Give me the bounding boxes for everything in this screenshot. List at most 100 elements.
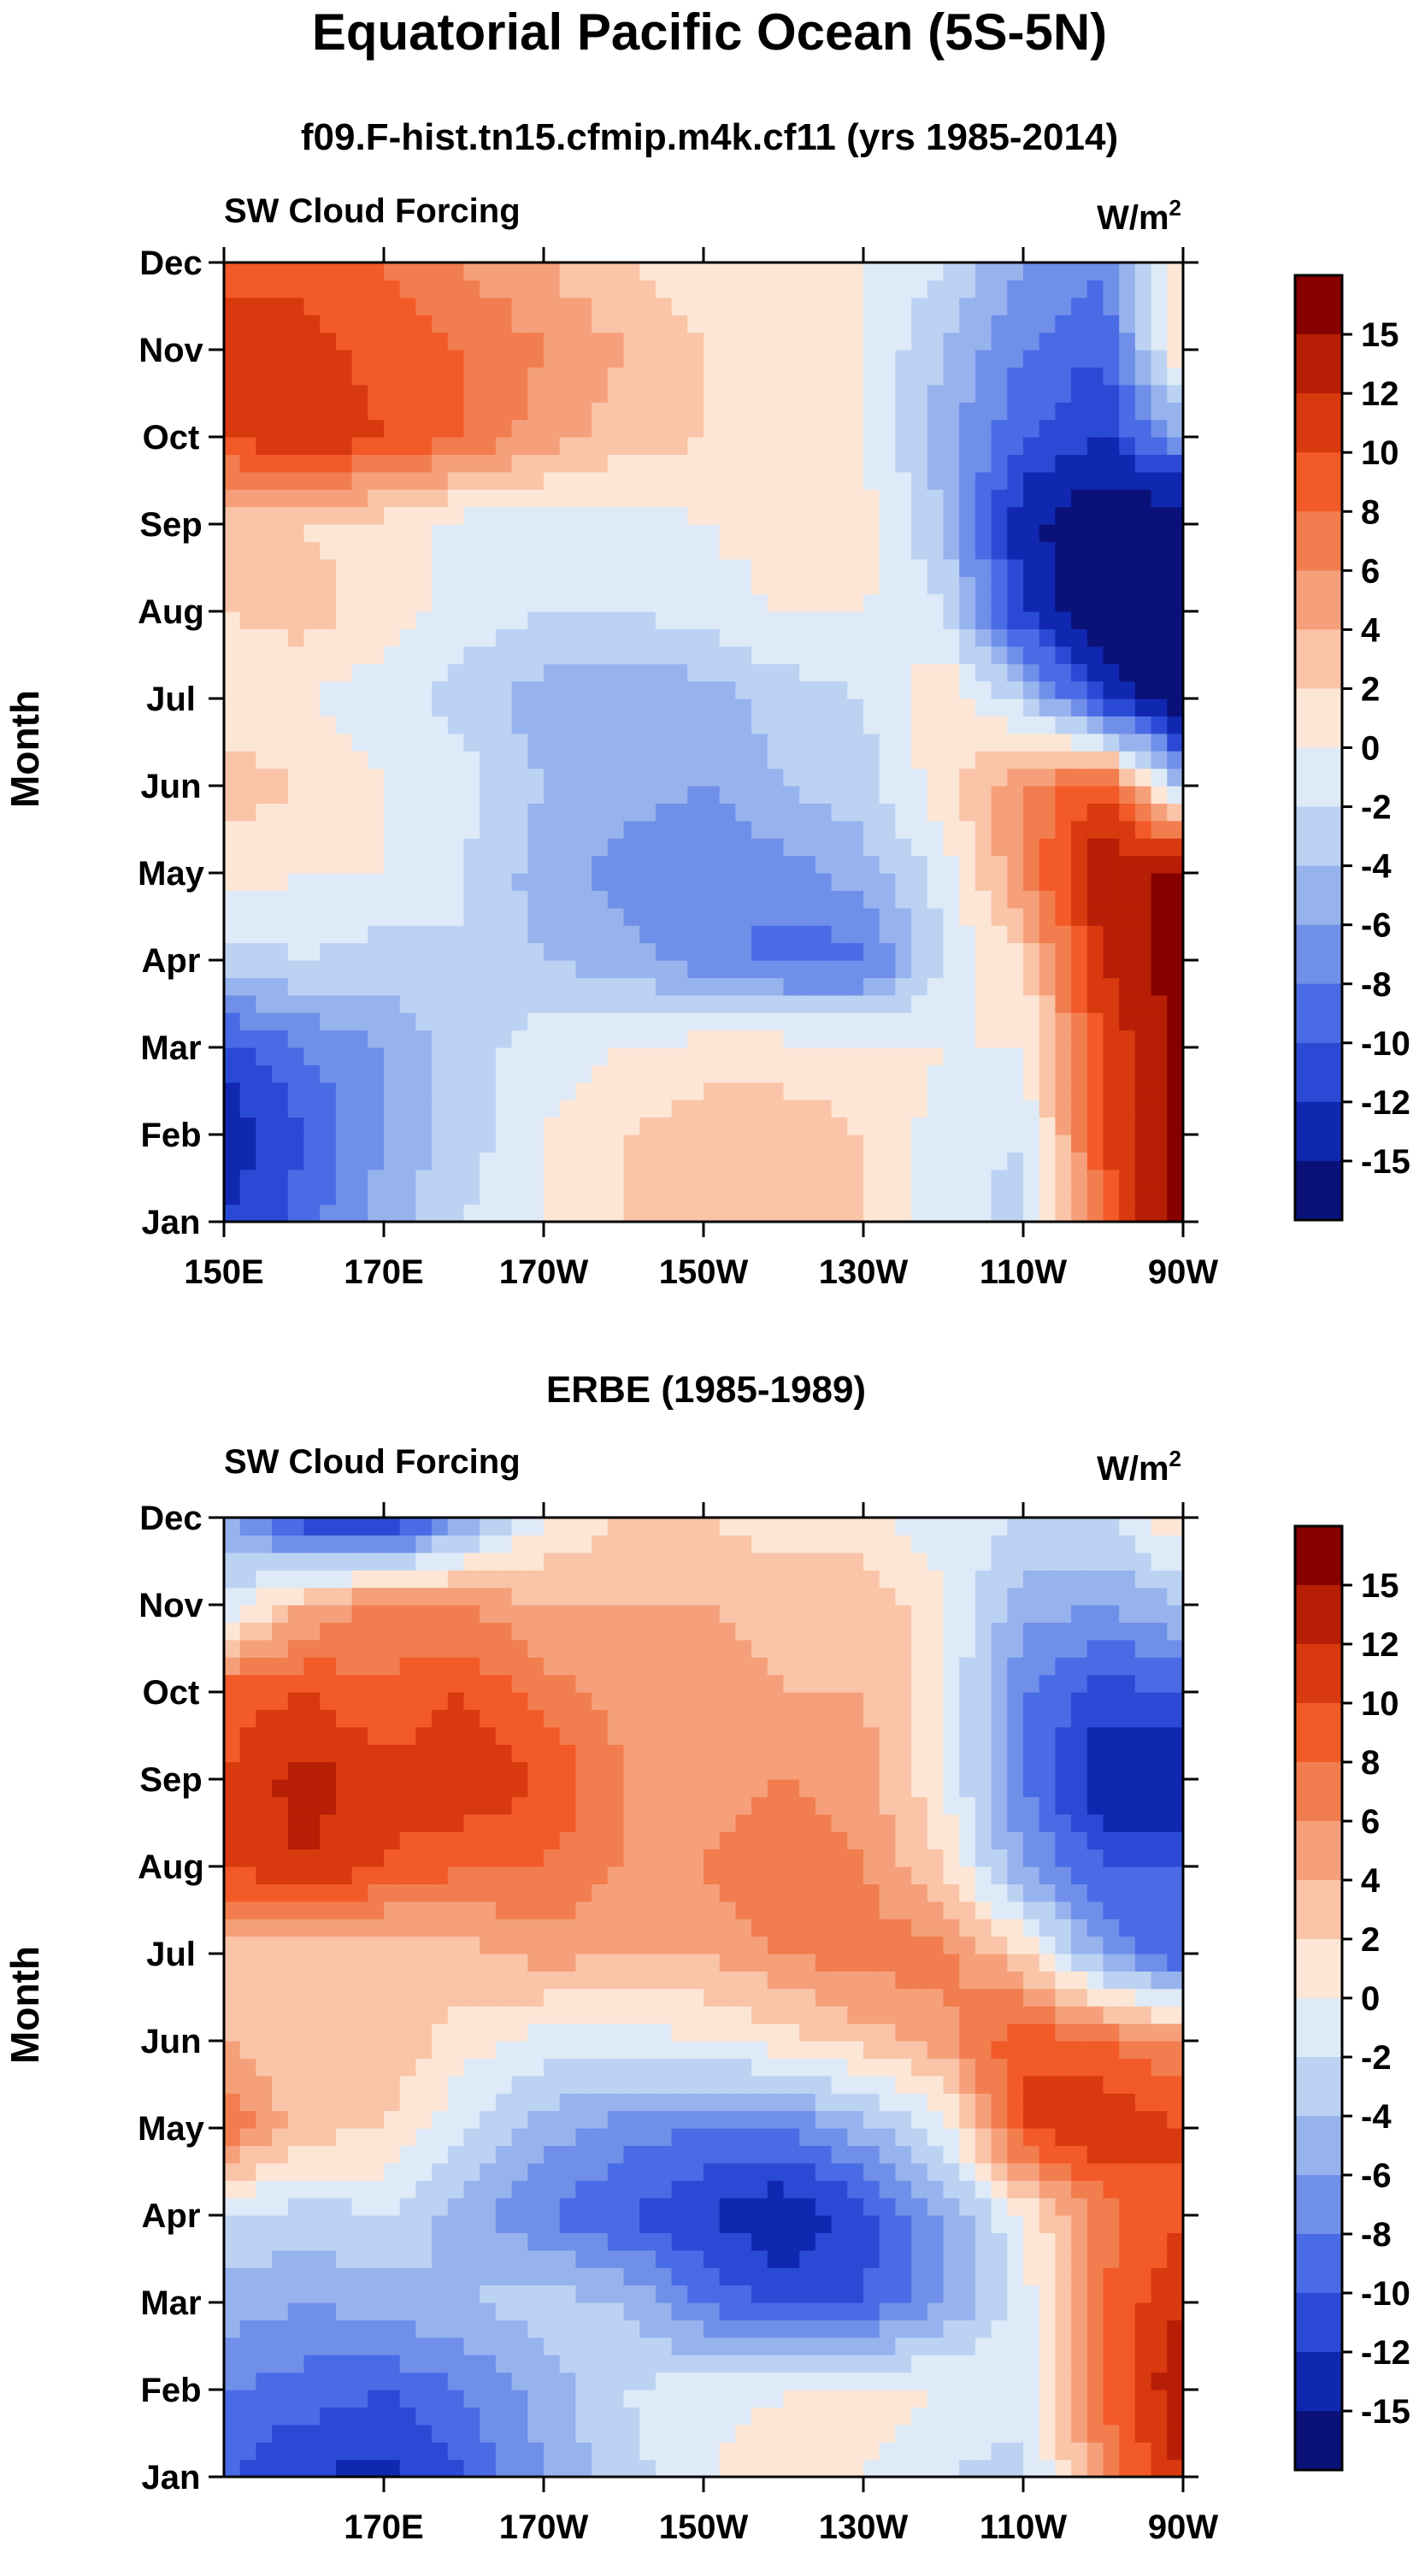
- heatmap-cell: [704, 2128, 720, 2146]
- heatmap-cell: [815, 2267, 832, 2285]
- heatmap-cell: [720, 1152, 736, 1170]
- heatmap-cell: [256, 2024, 272, 2042]
- heatmap-cell: [560, 489, 576, 507]
- heatmap-cell: [544, 315, 560, 333]
- heatmap-cell: [768, 734, 784, 752]
- heatmap-cell: [224, 489, 240, 507]
- heatmap-cell: [1119, 977, 1135, 995]
- heatmap-cell: [432, 2355, 448, 2373]
- heatmap-cell: [496, 437, 512, 455]
- heatmap-cell: [512, 2145, 528, 2163]
- heatmap-cell: [608, 663, 624, 681]
- heatmap-cell: [240, 2215, 256, 2233]
- heatmap-cell: [336, 454, 352, 472]
- heatmap-cell: [832, 734, 848, 752]
- heatmap-cell: [224, 769, 240, 787]
- heatmap-cell: [895, 716, 911, 734]
- heatmap-cell: [751, 262, 768, 280]
- heatmap-cell: [847, 1187, 863, 1205]
- panel-erbe-y-axis-label: Month: [3, 1946, 47, 2064]
- heatmap-cell: [400, 437, 416, 455]
- heatmap-cell: [1039, 420, 1056, 438]
- heatmap-cell: [1135, 2076, 1151, 2094]
- heatmap-cell: [415, 734, 432, 752]
- heatmap-cell: [592, 960, 608, 978]
- heatmap-cell: [735, 2250, 751, 2268]
- heatmap-cell: [895, 385, 911, 403]
- heatmap-cell: [751, 576, 768, 594]
- heatmap-cell: [687, 2163, 704, 2181]
- heatmap-cell: [992, 367, 1008, 385]
- heatmap-cell: [400, 821, 416, 839]
- heatmap-cell: [400, 2198, 416, 2216]
- heatmap-cell: [560, 1099, 576, 1117]
- heatmap-cell: [1071, 663, 1087, 681]
- heatmap-cell: [1039, 995, 1056, 1013]
- heatmap-cell: [1104, 1152, 1120, 1170]
- heatmap-cell: [527, 489, 544, 507]
- heatmap-cell: [368, 2320, 384, 2337]
- heatmap-cell: [527, 420, 544, 438]
- heatmap-cell: [1151, 2041, 1168, 2059]
- heatmap-cell: [1055, 908, 1071, 926]
- heatmap-cell: [927, 489, 944, 507]
- heatmap-cell: [1119, 472, 1135, 490]
- heatmap-cell: [735, 1099, 751, 1117]
- heatmap-cell: [224, 385, 240, 403]
- heatmap-cell: [432, 298, 448, 315]
- heatmap-cell: [799, 751, 815, 769]
- heatmap-cell: [992, 2024, 1008, 2042]
- heatmap-cell: [1055, 2373, 1071, 2390]
- heatmap-cell: [415, 699, 432, 716]
- heatmap-cell: [735, 2390, 751, 2408]
- heatmap-cell: [272, 786, 288, 804]
- heatmap-cell: [1039, 856, 1056, 874]
- heatmap-cell: [240, 908, 256, 926]
- heatmap-cell: [224, 2180, 240, 2198]
- heatmap-cell: [911, 367, 927, 385]
- heatmap-cell: [624, 594, 640, 612]
- heatmap-cell: [1071, 873, 1087, 891]
- heatmap-cell: [352, 2337, 368, 2355]
- heatmap-cell: [975, 1012, 992, 1030]
- heatmap-cell: [432, 576, 448, 594]
- heatmap-cell: [895, 786, 911, 804]
- heatmap-cell: [880, 402, 896, 420]
- heatmap-cell: [959, 2024, 975, 2042]
- heatmap-cell: [799, 2337, 815, 2355]
- heatmap-cell: [1119, 2180, 1135, 2198]
- heatmap-cell: [656, 925, 672, 943]
- heatmap-cell: [704, 2407, 720, 2425]
- heatmap-cell: [400, 367, 416, 385]
- heatmap-cell: [656, 1099, 672, 1117]
- heatmap-cell: [575, 1152, 592, 1170]
- heatmap-cell: [911, 908, 927, 926]
- heatmap-cell: [656, 821, 672, 839]
- colorbar-swatch: [1295, 393, 1342, 453]
- heatmap-cell: [320, 2232, 336, 2250]
- heatmap-cell: [992, 2180, 1008, 2198]
- heatmap-cell: [272, 977, 288, 995]
- heatmap-cell: [720, 734, 736, 752]
- heatmap-cell: [959, 1047, 975, 1065]
- heatmap-cell: [496, 2267, 512, 2285]
- heatmap-cell: [1055, 2041, 1071, 2059]
- heatmap-cell: [352, 1117, 368, 1135]
- heatmap-cell: [1104, 2024, 1120, 2042]
- heatmap-cell: [735, 646, 751, 664]
- heatmap-cell: [735, 2407, 751, 2425]
- heatmap-cell: [1135, 2267, 1151, 2285]
- heatmap-cell: [480, 2041, 496, 2059]
- heatmap-cell: [560, 2337, 576, 2355]
- heatmap-cell: [927, 2058, 944, 2076]
- heatmap-cell: [751, 716, 768, 734]
- heatmap-cell: [656, 2111, 672, 2129]
- heatmap-cell: [768, 1047, 784, 1065]
- heatmap-cell: [863, 856, 880, 874]
- heatmap-cell: [1087, 2076, 1104, 2094]
- heatmap-cell: [863, 751, 880, 769]
- heatmap-cell: [815, 2442, 832, 2460]
- heatmap-cell: [560, 943, 576, 961]
- heatmap-cell: [656, 1135, 672, 1152]
- heatmap-cell: [799, 2320, 815, 2337]
